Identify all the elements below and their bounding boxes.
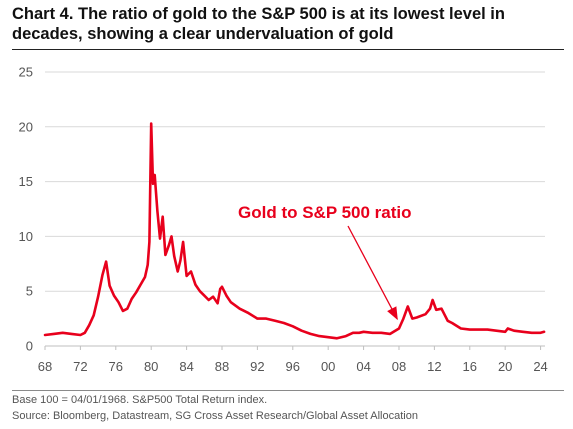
- y-tick-label: 10: [19, 229, 33, 244]
- base-note: Base 100 = 04/01/1968. S&P500 Total Retu…: [12, 394, 268, 406]
- x-tick-label: 04: [356, 359, 370, 374]
- x-tick-label: 80: [144, 359, 158, 374]
- x-tick-label: 24: [533, 359, 547, 374]
- x-tick-label: 92: [250, 359, 264, 374]
- y-tick-label: 15: [19, 174, 33, 189]
- annotation-arrow: [347, 225, 398, 321]
- chart-plot: 0 5 10 15 20 25 68 72 76 80 84 88 92 96 00 04 08 12 16 20 2…: [19, 65, 548, 375]
- y-tick-label: 25: [19, 65, 33, 80]
- x-tick-label: 84: [179, 359, 193, 374]
- x-tick-label: 08: [392, 359, 406, 374]
- y-tick-label: 0: [26, 339, 33, 354]
- y-axis-ticks: 0 5 10 15 20 25: [19, 65, 33, 354]
- x-tick-label: 72: [73, 359, 87, 374]
- x-tick-label: 20: [498, 359, 512, 374]
- footer-divider: [12, 390, 564, 391]
- x-tick-label: 16: [463, 359, 477, 374]
- x-axis-ticks: 68 72 76 80 84 88 92 96 00 04 08 12 16 20 24: [38, 345, 548, 374]
- x-tick-label: 68: [38, 359, 52, 374]
- x-tick-label: 88: [215, 359, 229, 374]
- x-tick-label: 12: [427, 359, 441, 374]
- x-tick-label: 96: [286, 359, 300, 374]
- x-tick-label: 00: [321, 359, 335, 374]
- y-tick-label: 5: [26, 284, 33, 299]
- title-divider: [12, 49, 564, 50]
- source-note: Source: Bloomberg, Datastream, SG Cross …: [12, 410, 418, 422]
- y-tick-label: 20: [19, 119, 33, 134]
- chart-title: Chart 4. The ratio of gold to the S&P 50…: [12, 5, 505, 43]
- annotation-layer: Gold to S&P 500 ratio: [238, 203, 412, 321]
- annotation-label: Gold to S&P 500 ratio: [238, 203, 412, 222]
- series-line-gold-to-sp500: [43, 122, 546, 340]
- series-layer: [43, 122, 546, 340]
- x-tick-label: 76: [109, 359, 123, 374]
